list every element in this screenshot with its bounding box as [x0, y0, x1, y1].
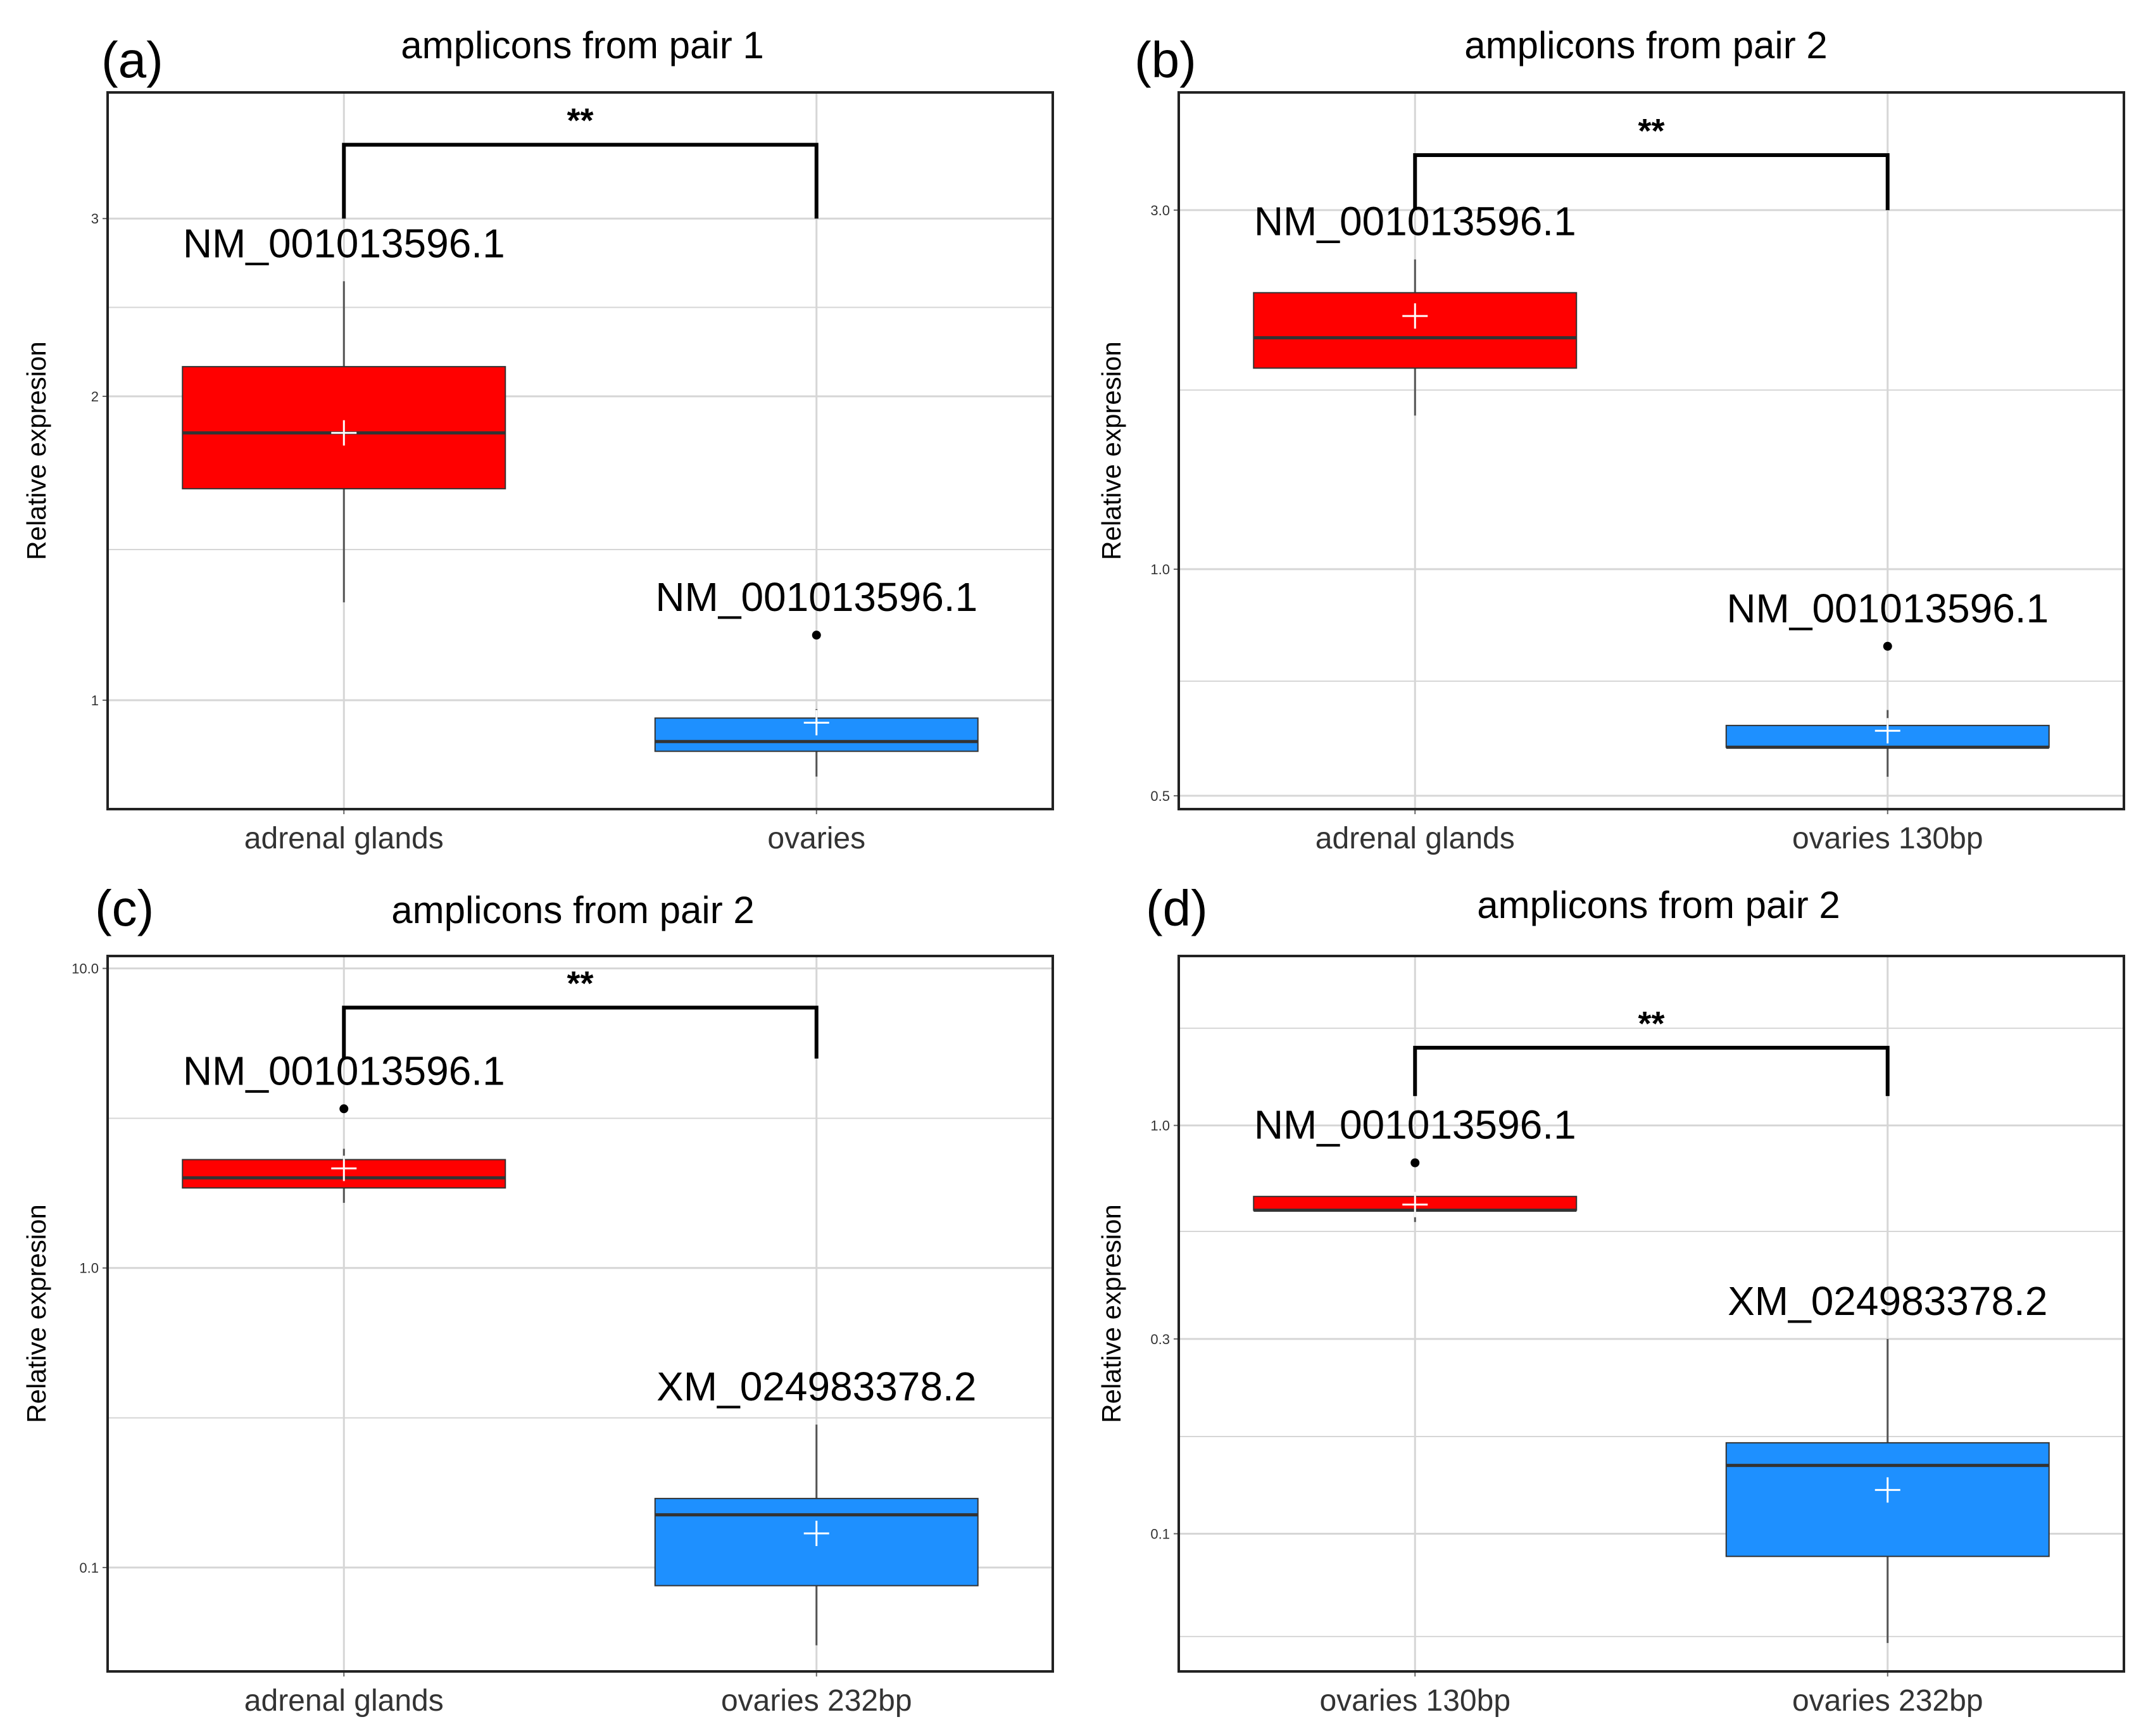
significance-label: ** — [1638, 112, 1664, 150]
panel-b: (b) amplicons from pair 2 0.5 1.0 3.0 NM_0010… — [1096, 24, 2125, 855]
panel-title: amplicons from pair 1 — [401, 24, 764, 66]
y-tick-label: 1.0 — [79, 1261, 99, 1276]
y-tick-label: 0.5 — [1150, 788, 1170, 804]
plot-frame — [1177, 91, 2125, 810]
panel-label: (a) — [101, 32, 163, 88]
y-tick-label: 0.1 — [1150, 1526, 1170, 1542]
x-tick-label: ovaries 232bp — [1792, 1684, 1983, 1718]
outlier-point — [1410, 1158, 1420, 1167]
y-axis-label: Relative expresion — [22, 1204, 51, 1423]
plot-frame — [106, 955, 1054, 1673]
y-tick-label: 1 — [91, 693, 99, 708]
plot-frame — [106, 91, 1054, 810]
y-tick-label: 10.0 — [72, 961, 99, 977]
significance-label: ** — [567, 102, 593, 140]
y-axis-label: Relative expresion — [22, 341, 51, 560]
y-tick-label: 1.0 — [1150, 1118, 1170, 1134]
significance-label: ** — [567, 964, 593, 1002]
y-tick-label: 3 — [91, 211, 99, 227]
x-tick-label: adrenal glands — [244, 822, 444, 855]
transcript-annotation: NM_001013596.1 — [183, 220, 505, 266]
x-tick-label: ovaries 130bp — [1319, 1684, 1510, 1718]
y-tick-label: 0.3 — [1150, 1331, 1170, 1347]
panel-label: (b) — [1134, 32, 1196, 88]
panel-title: amplicons from pair 2 — [1464, 24, 1828, 66]
x-tick-label: adrenal glands — [1315, 822, 1515, 855]
panel-label: (d) — [1146, 880, 1208, 936]
transcript-annotation: NM_001013596.1 — [1726, 586, 2049, 631]
transcript-annotation: NM_001013596.1 — [1254, 1102, 1576, 1148]
x-tick-label: ovaries 232bp — [721, 1684, 912, 1718]
plot-frame — [1177, 955, 2125, 1673]
outlier-point — [812, 631, 821, 640]
x-tick-label: adrenal glands — [244, 1684, 444, 1718]
significance-bracket — [1413, 1045, 1890, 1097]
x-tick-label: ovaries — [767, 822, 865, 855]
transcript-annotation: XM_024983378.2 — [1728, 1278, 2047, 1324]
panel-title: amplicons from pair 2 — [391, 889, 755, 931]
significance-bracket — [1413, 153, 1890, 210]
y-tick-label: 3.0 — [1150, 203, 1170, 218]
outlier-point — [339, 1104, 349, 1114]
transcript-annotation: XM_024983378.2 — [656, 1364, 976, 1409]
panel-d: (d) amplicons from pair 2 0.1 0.3 1.0 NM_0010… — [1096, 880, 2125, 1718]
x-tick-label: ovaries 130bp — [1792, 822, 1983, 855]
panel-c: (c) amplicons from pair 20.11.010.0NM_001… — [22, 880, 1054, 1718]
y-tick-label: 0.1 — [79, 1560, 99, 1576]
y-tick-label: 2 — [91, 389, 99, 405]
outlier-point — [1883, 641, 1892, 651]
y-axis-label: Relative expresion — [1096, 1204, 1126, 1423]
transcript-annotation: NM_001013596.1 — [655, 574, 977, 620]
significance-bracket — [342, 1005, 819, 1059]
y-tick-label: 1.0 — [1150, 562, 1170, 577]
significance-bracket — [342, 142, 819, 219]
panel-label: (c) — [95, 880, 154, 936]
y-axis-label: Relative expresion — [1096, 341, 1126, 560]
panel-a: (a) amplicons from pair 1 1 2 3 NM_001013596.… — [22, 24, 1054, 855]
significance-label: ** — [1638, 1005, 1664, 1043]
panel-title: amplicons from pair 2 — [1477, 884, 1840, 926]
